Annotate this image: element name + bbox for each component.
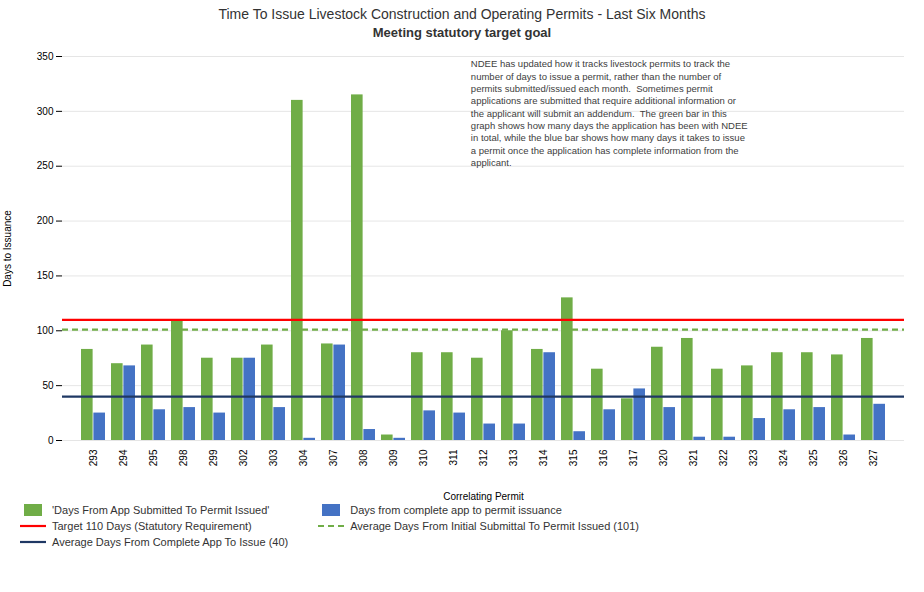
- svg-text:300: 300: [37, 106, 54, 117]
- svg-text:200: 200: [37, 215, 54, 226]
- svg-text:309: 309: [388, 449, 399, 466]
- svg-text:295: 295: [148, 449, 159, 466]
- svg-text:Correlating Permit: Correlating Permit: [443, 491, 524, 502]
- svg-text:308: 308: [358, 449, 369, 466]
- svg-text:316: 316: [598, 449, 609, 466]
- svg-text:100: 100: [37, 325, 54, 336]
- svg-text:314: 314: [538, 449, 549, 466]
- svg-text:293: 293: [88, 449, 99, 466]
- svg-text:327: 327: [868, 449, 879, 466]
- svg-text:50: 50: [42, 380, 54, 391]
- svg-text:Days to Issuance: Days to Issuance: [2, 210, 13, 287]
- svg-text:350: 350: [37, 51, 54, 62]
- svg-text:304: 304: [298, 449, 309, 466]
- svg-text:150: 150: [37, 270, 54, 281]
- svg-text:310: 310: [418, 449, 429, 466]
- svg-text:294: 294: [118, 449, 129, 466]
- svg-text:317: 317: [628, 449, 639, 466]
- svg-text:315: 315: [568, 449, 579, 466]
- svg-text:250: 250: [37, 160, 54, 171]
- svg-text:NDEE has updated how it tracks: NDEE has updated how it tracks livestock…: [471, 58, 748, 168]
- svg-text:313: 313: [508, 449, 519, 466]
- svg-text:307: 307: [328, 449, 339, 466]
- svg-text:311: 311: [448, 449, 459, 465]
- svg-text:326: 326: [838, 449, 849, 466]
- svg-text:299: 299: [208, 449, 219, 466]
- svg-text:302: 302: [238, 449, 249, 466]
- svg-text:323: 323: [748, 449, 759, 466]
- svg-text:322: 322: [718, 449, 729, 466]
- svg-text:303: 303: [268, 449, 279, 466]
- svg-text:298: 298: [178, 449, 189, 466]
- svg-text:0: 0: [48, 435, 54, 446]
- svg-text:321: 321: [688, 449, 699, 466]
- svg-text:325: 325: [808, 449, 819, 466]
- svg-text:324: 324: [778, 449, 789, 466]
- svg-text:312: 312: [478, 449, 489, 466]
- svg-text:320: 320: [658, 449, 669, 466]
